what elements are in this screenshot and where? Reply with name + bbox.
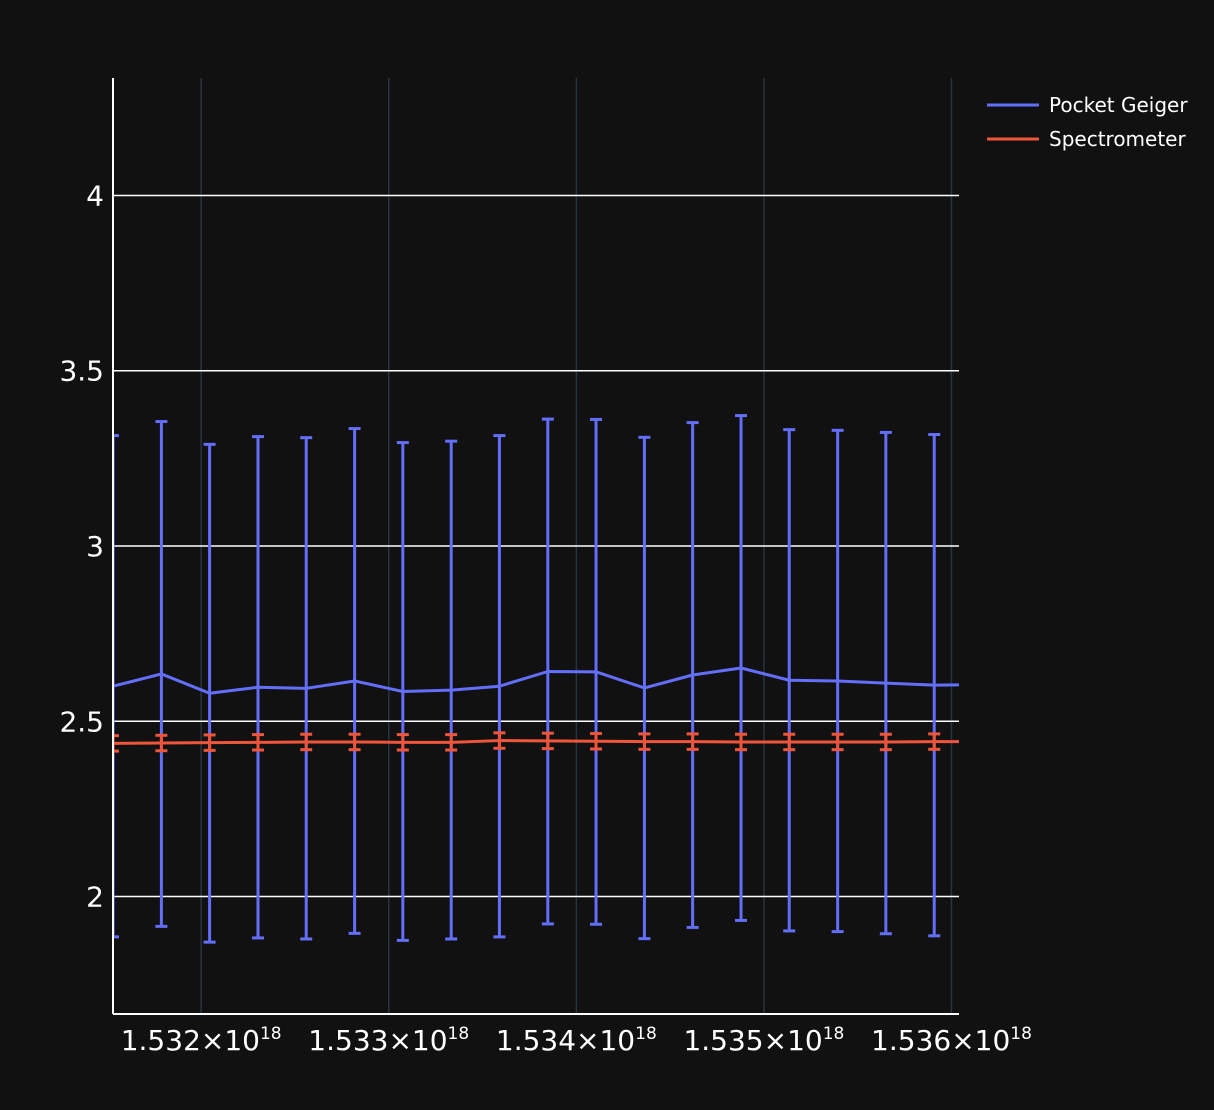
- data-point: [497, 684, 501, 688]
- data-point: [353, 679, 357, 683]
- data-point: [642, 686, 646, 690]
- data-point: [256, 685, 260, 689]
- y-tick-label: 3.5: [59, 355, 104, 388]
- x-tick-label: 1.536×1018: [871, 1024, 1032, 1057]
- data-point: [497, 739, 501, 743]
- data-point: [353, 740, 357, 744]
- data-point: [449, 740, 453, 744]
- data-point: [787, 678, 791, 682]
- data-point: [208, 741, 212, 745]
- data-point: [836, 679, 840, 683]
- data-point: [546, 670, 550, 674]
- plot-area: [113, 414, 959, 944]
- data-point: [884, 681, 888, 685]
- x-tick-label: 1.533×1018: [308, 1024, 469, 1057]
- data-point: [594, 739, 598, 743]
- data-point: [304, 740, 308, 744]
- y-tick-label: 3: [86, 530, 104, 563]
- y-gridlines: [113, 194, 959, 898]
- data-point: [932, 683, 936, 687]
- y-tick-label: 2.5: [59, 705, 104, 738]
- legend-label: Spectrometer: [1049, 127, 1186, 151]
- legend[interactable]: Pocket Geiger Spectrometer: [987, 93, 1188, 151]
- data-point: [208, 691, 212, 695]
- data-point: [691, 740, 695, 744]
- data-point: [932, 740, 936, 744]
- data-point: [546, 739, 550, 743]
- x-tick-label: 1.535×1018: [683, 1024, 844, 1057]
- x-tick-label: 1.534×1018: [496, 1024, 657, 1057]
- legend-label: Pocket Geiger: [1049, 93, 1188, 117]
- y-tick-label: 2: [86, 881, 104, 914]
- data-point: [739, 740, 743, 744]
- data-point: [594, 670, 598, 674]
- data-point: [256, 740, 260, 744]
- x-tick-labels: 1.532×1018 1.533×1018 1.534×1018 1.535×1018…: [121, 1024, 1032, 1057]
- y-tick-labels: 2 2.5 3 3.5 4: [59, 179, 104, 913]
- legend-item[interactable]: Pocket Geiger: [987, 93, 1188, 117]
- legend-item[interactable]: Spectrometer: [987, 127, 1186, 151]
- data-point: [449, 688, 453, 692]
- data-point: [642, 740, 646, 744]
- data-point: [787, 740, 791, 744]
- data-point: [159, 741, 163, 745]
- data-point: [159, 672, 163, 676]
- data-point: [401, 689, 405, 693]
- x-tick-label: 1.532×1018: [121, 1024, 282, 1057]
- data-point: [691, 673, 695, 677]
- y-tick-label: 4: [86, 179, 104, 212]
- data-point: [884, 740, 888, 744]
- data-point: [401, 740, 405, 744]
- data-point: [304, 686, 308, 690]
- series-0: [113, 414, 959, 944]
- data-point: [836, 740, 840, 744]
- data-point: [739, 666, 743, 670]
- series-1: [113, 731, 959, 753]
